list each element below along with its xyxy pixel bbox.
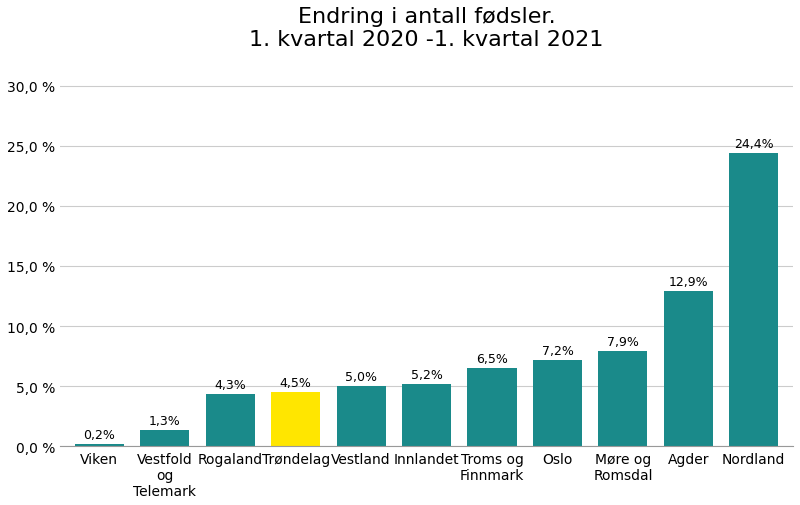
Bar (598, 351, 647, 446)
Bar (271, 392, 320, 446)
Text: 5,0%: 5,0% (345, 370, 377, 383)
Bar (402, 384, 451, 446)
Text: 1,3%: 1,3% (149, 415, 181, 428)
Text: 24,4%: 24,4% (734, 138, 774, 151)
Text: 5,2%: 5,2% (410, 368, 442, 381)
Title: Endring i antall fødsler.
1. kvartal 2020 -1. kvartal 2021: Endring i antall fødsler. 1. kvartal 202… (250, 7, 604, 50)
Text: 7,2%: 7,2% (542, 344, 574, 357)
Text: 7,9%: 7,9% (607, 335, 639, 348)
Text: 4,3%: 4,3% (214, 379, 246, 392)
Text: 0,2%: 0,2% (83, 428, 115, 441)
Bar (533, 360, 582, 446)
Bar (74, 444, 124, 446)
Bar (337, 386, 386, 446)
Bar (206, 395, 254, 446)
Text: 4,5%: 4,5% (280, 376, 312, 389)
Text: 12,9%: 12,9% (669, 276, 708, 289)
Bar (467, 368, 517, 446)
Bar (140, 431, 190, 446)
Text: 6,5%: 6,5% (476, 352, 508, 365)
Bar (730, 154, 778, 446)
Bar (664, 291, 713, 446)
